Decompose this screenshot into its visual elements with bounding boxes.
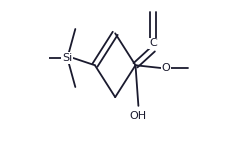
Text: Si: Si [62, 53, 72, 63]
Text: OH: OH [130, 111, 147, 121]
Text: C: C [149, 39, 157, 48]
Text: O: O [162, 63, 170, 73]
